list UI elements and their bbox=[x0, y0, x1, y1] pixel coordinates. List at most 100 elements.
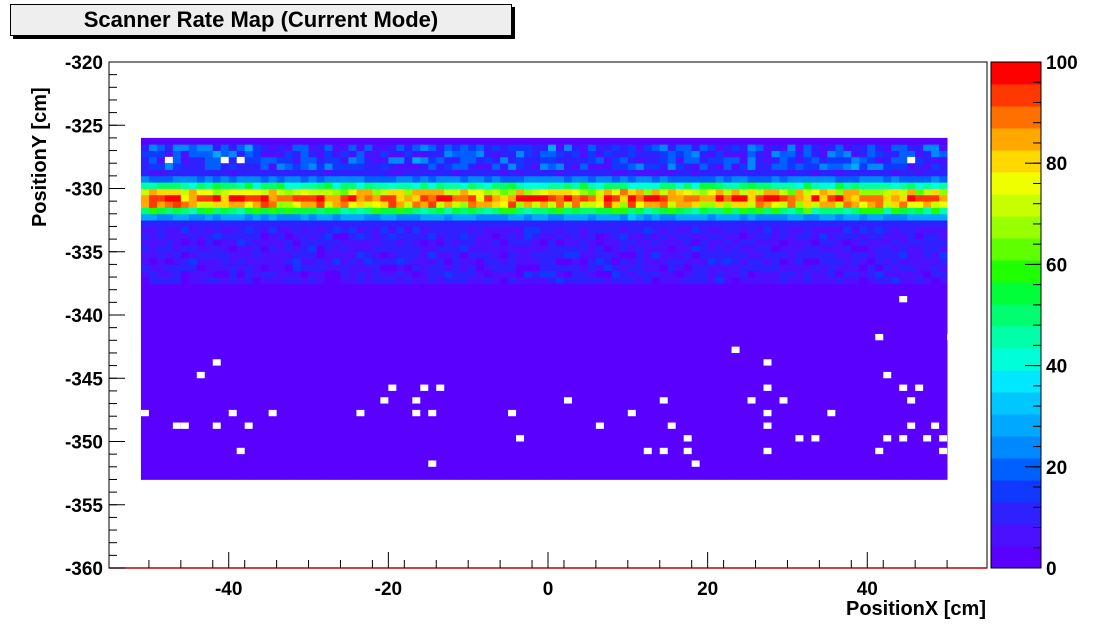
heatmap-cell bbox=[819, 201, 828, 208]
heatmap-cell bbox=[292, 213, 301, 221]
heatmap-cell bbox=[188, 182, 198, 189]
heatmap-cell bbox=[308, 188, 317, 196]
heatmap-cell bbox=[851, 365, 860, 373]
heatmap-cell bbox=[875, 454, 884, 461]
heatmap-cell bbox=[292, 409, 301, 417]
heatmap-cell bbox=[739, 194, 748, 202]
heatmap-cell bbox=[524, 422, 533, 430]
heatmap-cell bbox=[316, 397, 325, 404]
heatmap-cell bbox=[731, 327, 740, 335]
heatmap-cell bbox=[228, 346, 238, 354]
heatmap-cell bbox=[516, 137, 525, 145]
heatmap-cell bbox=[779, 232, 788, 240]
heatmap-cell bbox=[340, 428, 349, 436]
heatmap-cell bbox=[460, 264, 469, 272]
heatmap-cell bbox=[188, 422, 198, 430]
heatmap-cell bbox=[300, 201, 309, 208]
heatmap-cell bbox=[388, 239, 397, 246]
heatmap-cell bbox=[196, 207, 206, 215]
heatmap-cell bbox=[540, 409, 549, 417]
heatmap-cell bbox=[484, 258, 493, 265]
heatmap-cell bbox=[571, 365, 581, 373]
heatmap-cell bbox=[444, 150, 453, 158]
heatmap-cell bbox=[436, 403, 445, 411]
heatmap-cell bbox=[787, 365, 796, 373]
heatmap-cell bbox=[819, 308, 828, 316]
heatmap-cell bbox=[276, 144, 285, 151]
heatmap-cell bbox=[404, 359, 413, 366]
heatmap-cell bbox=[364, 270, 373, 278]
heatmap-cell bbox=[611, 175, 621, 183]
heatmap-cell bbox=[332, 371, 341, 379]
heatmap-cell bbox=[308, 194, 317, 202]
heatmap-cell bbox=[156, 201, 166, 208]
heatmap-cell bbox=[204, 239, 214, 246]
heatmap-cell bbox=[156, 352, 166, 360]
heatmap-cell bbox=[532, 296, 541, 303]
heatmap-cell bbox=[308, 201, 317, 208]
heatmap-cell bbox=[875, 384, 884, 392]
heatmap-cell bbox=[603, 220, 613, 227]
heatmap-cell bbox=[364, 213, 373, 221]
heatmap-cell bbox=[571, 239, 581, 246]
heatmap-cell bbox=[260, 428, 270, 436]
heatmap-cell bbox=[707, 201, 717, 208]
heatmap-cell bbox=[859, 397, 868, 404]
heatmap-cell bbox=[540, 245, 549, 253]
heatmap-cell bbox=[643, 207, 653, 215]
heatmap-cell bbox=[156, 359, 166, 366]
heatmap-cell bbox=[500, 302, 509, 310]
heatmap-cell bbox=[516, 245, 525, 253]
heatmap-cell bbox=[643, 144, 653, 151]
heatmap-cell bbox=[492, 289, 501, 297]
heatmap-cell bbox=[843, 213, 852, 221]
heatmap-cell bbox=[524, 232, 533, 240]
heatmap-cell bbox=[739, 441, 748, 449]
heatmap-cell bbox=[268, 232, 278, 240]
heatmap-cell bbox=[148, 340, 158, 348]
heatmap-cell bbox=[348, 390, 357, 398]
heatmap-cell bbox=[683, 327, 693, 335]
heatmap-cell bbox=[244, 384, 254, 392]
heatmap-cell bbox=[675, 213, 685, 221]
heatmap-cell bbox=[428, 182, 437, 189]
heatmap-cell bbox=[803, 226, 812, 234]
heatmap-cell bbox=[468, 264, 477, 272]
heatmap-cell bbox=[723, 175, 732, 183]
heatmap-cell bbox=[508, 454, 517, 461]
heatmap-cell bbox=[140, 315, 150, 322]
heatmap-cell bbox=[388, 201, 397, 208]
heatmap-cell bbox=[516, 163, 525, 170]
heatmap-cell bbox=[212, 473, 222, 480]
heatmap-cell bbox=[428, 327, 437, 335]
heatmap-cell bbox=[771, 245, 780, 253]
heatmap-cell bbox=[356, 245, 365, 253]
heatmap-cell bbox=[364, 359, 373, 366]
heatmap-cell bbox=[555, 308, 565, 316]
heatmap-cell bbox=[667, 378, 677, 385]
heatmap-cell bbox=[603, 340, 613, 348]
heatmap-cell bbox=[787, 378, 796, 385]
heatmap-cell bbox=[811, 352, 820, 360]
heatmap-cell bbox=[627, 321, 637, 329]
heatmap-cell bbox=[811, 264, 820, 272]
heatmap-cell bbox=[452, 220, 461, 227]
heatmap-cell bbox=[603, 207, 613, 215]
heatmap-cell bbox=[492, 296, 501, 303]
heatmap-cell bbox=[819, 220, 828, 227]
heatmap-cell bbox=[372, 137, 381, 145]
heatmap-cell bbox=[651, 182, 661, 189]
heatmap-cell bbox=[779, 188, 788, 196]
heatmap-cell bbox=[619, 315, 629, 322]
heatmap-cell bbox=[364, 220, 373, 227]
heatmap-cell bbox=[779, 308, 788, 316]
heatmap-cell bbox=[404, 232, 413, 240]
heatmap-cell bbox=[324, 397, 333, 404]
heatmap-cell bbox=[276, 409, 285, 417]
heatmap-cell bbox=[699, 277, 709, 284]
heatmap-cell bbox=[420, 416, 429, 423]
heatmap-cell bbox=[268, 333, 278, 341]
heatmap-cell bbox=[484, 245, 493, 253]
heatmap-cell bbox=[755, 365, 764, 373]
heatmap-cell bbox=[707, 352, 717, 360]
